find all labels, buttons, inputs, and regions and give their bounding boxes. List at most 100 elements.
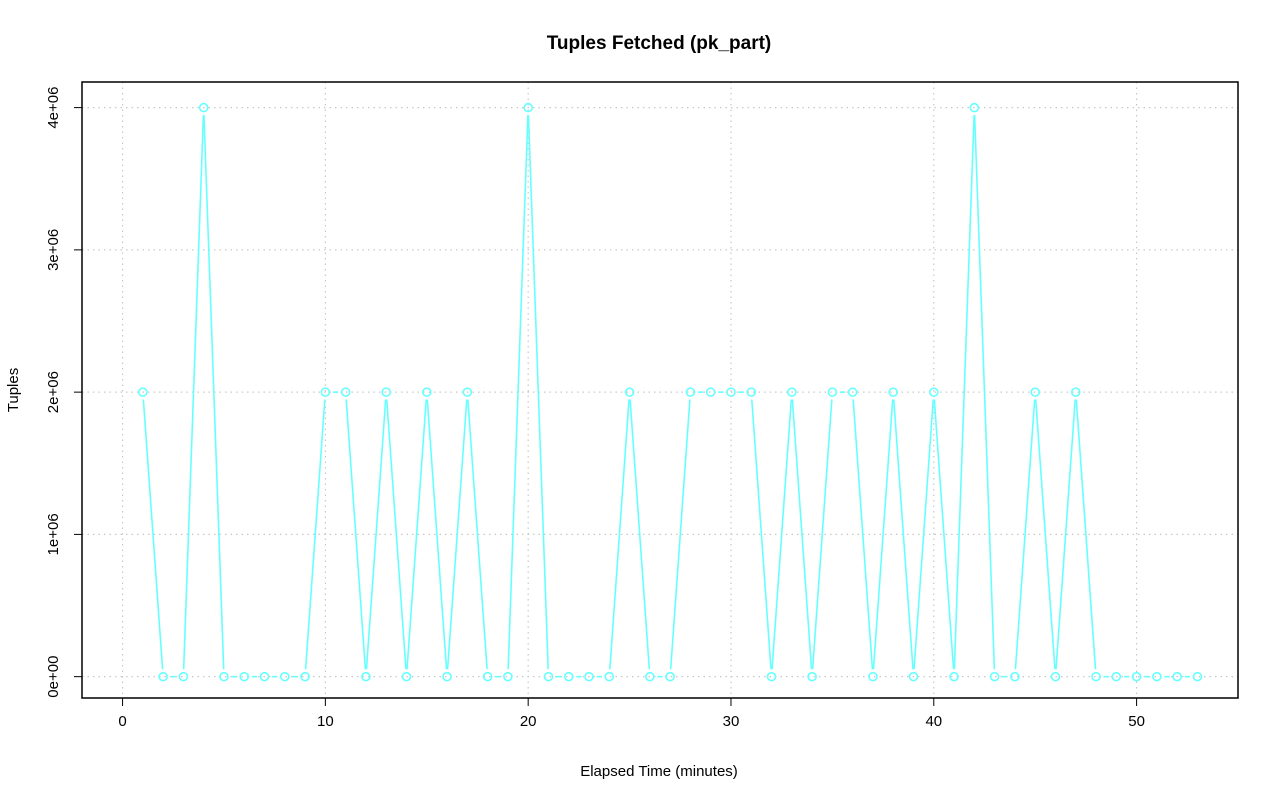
y-tick-label: 1e+06: [45, 513, 62, 555]
data-point: [563, 671, 574, 682]
y-axis-label: Tuples: [5, 368, 22, 412]
data-point: [219, 671, 229, 682]
data-point: [645, 671, 655, 682]
data-point: [280, 671, 290, 682]
chart-title: Tuples Fetched (pk_part): [547, 33, 772, 54]
data-point: [928, 387, 939, 397]
data-point: [746, 387, 757, 397]
y-axis: 0e+00 1e+06 2e+06 3e+06 4e+06: [45, 87, 82, 698]
data-point: [1030, 387, 1040, 397]
data-point: [989, 671, 1000, 682]
series-line-segment: [1034, 399, 1056, 670]
data-point: [827, 387, 838, 397]
data-point: [320, 387, 331, 397]
series-line-segment: [913, 399, 935, 670]
data-point: [503, 671, 513, 682]
series-line-segment: [953, 115, 975, 670]
series-line-segment: [182, 115, 205, 670]
series-line-segment: [811, 399, 833, 670]
data-point: [442, 671, 452, 682]
series-line-segment: [750, 399, 772, 670]
data-point: [868, 671, 878, 682]
series-line-segment: [933, 399, 955, 670]
data-point: [949, 671, 959, 682]
data-point: [604, 671, 615, 682]
data-point: [1070, 387, 1081, 397]
series-line-segment: [467, 399, 488, 670]
data-point: [1111, 671, 1122, 682]
series-line-segment: [1055, 399, 1077, 670]
data-point: [1131, 671, 1142, 682]
y-tick-label: 3e+06: [45, 229, 62, 271]
data-point: [908, 671, 919, 682]
series-line-segment: [791, 399, 813, 670]
plot-area-border: [81, 81, 1239, 699]
x-tick-label: 40: [925, 713, 942, 730]
series-line-segment: [852, 399, 874, 670]
series-line-segment: [771, 399, 793, 670]
data-point: [1152, 671, 1162, 682]
x-axis: 0 10 20 30 40 50: [118, 698, 1145, 730]
data-point: [1010, 671, 1020, 682]
data-point: [543, 671, 554, 682]
y-tick-label: 4e+06: [45, 87, 62, 129]
series-line-segment: [203, 115, 225, 670]
data-point: [807, 671, 817, 682]
series-line-segment: [406, 399, 428, 670]
data-point: [421, 387, 432, 397]
series-line-segment: [446, 399, 468, 670]
series-line-segment: [609, 399, 630, 670]
data-point: [401, 671, 412, 682]
data-point: [523, 102, 533, 113]
x-tick-label: 10: [317, 713, 334, 730]
y-tick-label: 2e+06: [45, 371, 62, 413]
series-line-segment: [527, 115, 549, 670]
data-point: [1172, 671, 1182, 682]
series-line-segment: [142, 399, 164, 670]
data-point: [787, 387, 797, 397]
series-line-segment: [507, 115, 529, 670]
series-line-segment: [892, 399, 914, 670]
data-point: [888, 387, 899, 397]
data-point: [462, 387, 473, 397]
x-tick-label: 20: [520, 713, 537, 730]
series-line-segment: [669, 399, 691, 670]
data-point: [158, 671, 168, 682]
series-line-segment: [872, 399, 894, 670]
series-line-segment: [973, 115, 996, 670]
data-point: [705, 387, 716, 397]
data-point: [361, 671, 371, 682]
data-point: [685, 387, 696, 397]
data-point: [766, 671, 777, 682]
series-line-segment: [365, 399, 387, 670]
series-line-segment: [345, 399, 367, 670]
data-point: [726, 387, 736, 397]
series-line-segment: [629, 399, 651, 670]
x-tick-label: 50: [1128, 713, 1145, 730]
data-point: [300, 671, 310, 682]
data-point: [584, 671, 594, 682]
data-point: [138, 387, 148, 397]
data-point: [198, 102, 209, 113]
data-point: [239, 671, 250, 682]
series-line-segment: [426, 399, 448, 670]
series-line-segment: [385, 399, 407, 670]
data-point: [1091, 671, 1101, 682]
data-point: [340, 387, 351, 397]
data-point: [381, 387, 392, 397]
x-tick-label: 30: [723, 713, 740, 730]
x-tick-label: 0: [118, 713, 126, 730]
data-series: [138, 102, 1203, 682]
data-point: [1192, 671, 1203, 682]
x-axis-label: Elapsed Time (minutes): [580, 763, 738, 780]
data-point: [1050, 671, 1061, 682]
series-line-segment: [1014, 399, 1036, 670]
data-point: [847, 387, 858, 397]
data-point: [259, 671, 270, 682]
data-point: [178, 671, 189, 682]
series-line-segment: [304, 399, 326, 670]
y-tick-label: 0e+00: [45, 656, 62, 698]
data-point: [969, 102, 980, 113]
